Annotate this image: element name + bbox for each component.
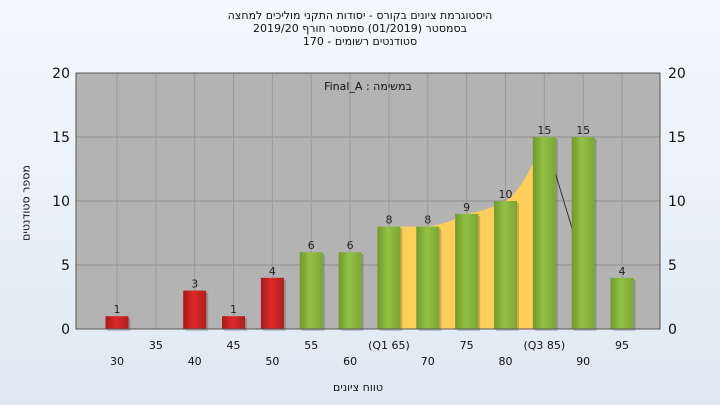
histogram-bar xyxy=(610,277,634,329)
y-tick-right: 20 xyxy=(668,66,686,82)
x-tick-label: 60 xyxy=(343,355,357,368)
bar-value-label: 15 xyxy=(537,124,551,137)
chart-semester: בסמסטר (01/2019) סמסטר חורף 2019/20 xyxy=(253,22,467,35)
x-tick-label: 45 xyxy=(227,339,241,352)
y-tick-left: 20 xyxy=(52,66,70,82)
x-tick-label: 80 xyxy=(499,355,513,368)
bar-value-label: 8 xyxy=(424,214,431,227)
bar-value-label: 6 xyxy=(308,239,315,252)
y-tick-left: 5 xyxy=(61,258,70,274)
bar-value-label: 3 xyxy=(191,278,198,291)
x-tick-label: 55 xyxy=(304,339,318,352)
bar-value-label: 15 xyxy=(576,124,590,137)
bar-value-label: 9 xyxy=(463,201,470,214)
histogram-bar xyxy=(222,316,246,329)
bar-value-label: 8 xyxy=(385,214,392,227)
x-tick-label: 75 xyxy=(460,339,474,352)
histogram-bar xyxy=(260,277,284,329)
bar-value-label: 4 xyxy=(619,265,626,278)
y-tick-right: 15 xyxy=(668,130,686,146)
y-tick-left: 0 xyxy=(61,322,70,338)
y-tick-left: 15 xyxy=(52,130,70,146)
x-tick-label: (Q3 85) xyxy=(523,339,565,352)
bar-value-label: 4 xyxy=(269,265,276,278)
chart-enrolled-count: סטודנטים רשומים - 170 xyxy=(302,35,418,48)
y-tick-left: 10 xyxy=(52,194,70,210)
plot-frame xyxy=(75,72,661,330)
x-tick-label: (Q1 65) xyxy=(368,339,410,352)
y-axis-label: מספר סטודנטים xyxy=(19,165,33,241)
x-tick-label: 70 xyxy=(421,355,435,368)
histogram-bar xyxy=(532,137,556,329)
histogram-bar xyxy=(338,252,362,329)
histogram-bar xyxy=(455,213,479,329)
x-tick-label: 95 xyxy=(615,339,629,352)
chart-header: היסטוגרמת ציונים בקורס - יסודות התקני מו… xyxy=(0,9,720,48)
y-tick-right: 5 xyxy=(668,258,677,274)
bar-value-label: 1 xyxy=(230,303,237,316)
histogram-bar xyxy=(183,290,207,329)
histogram-bar xyxy=(571,137,595,329)
histogram-bar xyxy=(299,252,323,329)
y-tick-right: 0 xyxy=(668,322,677,338)
x-axis-label: טווח ציונים xyxy=(333,381,383,394)
y-tick-right: 10 xyxy=(668,194,686,210)
bar-value-label: 10 xyxy=(499,188,513,201)
x-tick-label: 40 xyxy=(188,355,202,368)
chart-subtitle: במשימה : Final_A xyxy=(324,80,412,93)
x-tick-label: 50 xyxy=(265,355,279,368)
histogram-bar xyxy=(377,226,401,329)
x-tick-label: 35 xyxy=(149,339,163,352)
bar-value-label: 1 xyxy=(114,303,121,316)
chart-title: היסטוגרמת ציונים בקורס - יסודות התקני מו… xyxy=(227,9,493,22)
x-tick-label: 90 xyxy=(576,355,590,368)
histogram-bar xyxy=(105,316,129,329)
histogram-bar xyxy=(416,226,440,329)
histogram-bar xyxy=(494,201,517,329)
x-tick-label: 30 xyxy=(110,355,124,368)
bar-value-label: 6 xyxy=(347,239,354,252)
